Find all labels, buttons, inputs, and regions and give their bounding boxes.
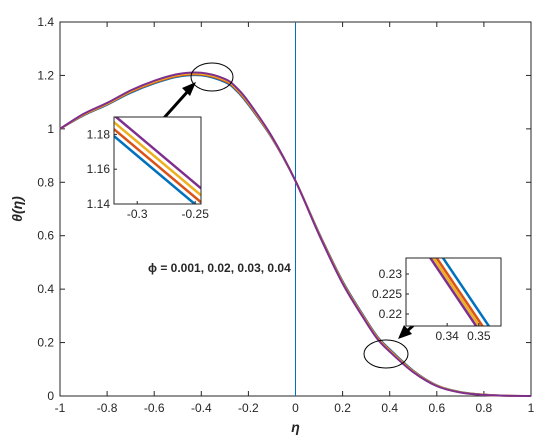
x-axis-label: η bbox=[291, 419, 300, 435]
x-tick-label: 0.4 bbox=[381, 401, 398, 415]
inset-series-line-2 bbox=[435, 258, 484, 326]
inset-x-tick-label: -0.25 bbox=[182, 207, 210, 221]
inset-y-tick-label: 1.14 bbox=[87, 197, 111, 211]
y-tick-label: 0.6 bbox=[37, 229, 54, 243]
x-tick-label: -0.4 bbox=[191, 401, 212, 415]
phi-annotation: ϕ = 0.001, 0.02, 0.03, 0.04 bbox=[148, 261, 291, 275]
inset-frame bbox=[113, 116, 202, 205]
x-tick-label: -1 bbox=[55, 401, 66, 415]
inset-series-line-4 bbox=[428, 258, 478, 326]
x-tick-label: -0.8 bbox=[97, 401, 118, 415]
inset-y-tick-label: 0.23 bbox=[379, 267, 403, 281]
y-tick-label: 1 bbox=[47, 122, 54, 136]
y-tick-label: 0.4 bbox=[37, 282, 54, 296]
inset-series-line-3 bbox=[114, 121, 201, 197]
zoom-ellipse-tail bbox=[363, 339, 409, 369]
inset-peak: -0.3 -0.25 1.14 1.16 1.18 bbox=[87, 116, 210, 221]
inset-x-tick-label: 0.35 bbox=[467, 329, 491, 343]
zoom-ellipse-peak bbox=[190, 62, 234, 92]
inset-series-line-1 bbox=[114, 135, 197, 204]
inset-y-tick-label: 1.16 bbox=[87, 162, 111, 176]
y-tick-label: 1.4 bbox=[37, 15, 54, 29]
inset-series-line-3 bbox=[432, 258, 481, 326]
inset-x-tick-label: 0.34 bbox=[435, 329, 459, 343]
x-tick-label: 0.8 bbox=[476, 401, 493, 415]
series-group bbox=[59, 71, 532, 397]
x-tick-label: 1 bbox=[528, 401, 535, 415]
x-tick-label: 0.2 bbox=[334, 401, 351, 415]
y-tick-label: 1.2 bbox=[37, 68, 54, 82]
inset-series-line-1 bbox=[441, 258, 491, 326]
inset-tail: 0.34 0.35 0.22 0.225 0.23 bbox=[372, 257, 502, 343]
inset-y-tick-label: 0.22 bbox=[379, 307, 403, 321]
x-tick-label: 0.6 bbox=[428, 401, 445, 415]
inset-y-tick-label: 0.225 bbox=[372, 287, 402, 301]
inset-series-line-2 bbox=[114, 128, 201, 204]
inset-x-tick-label: -0.3 bbox=[127, 207, 148, 221]
inset-y-tick-label: 1.18 bbox=[87, 127, 111, 141]
x-tick-label: 0 bbox=[292, 401, 299, 415]
x-tick-label: -0.2 bbox=[238, 401, 259, 415]
x-tick-label: -0.6 bbox=[144, 401, 165, 415]
y-tick-label: 0 bbox=[47, 389, 54, 403]
y-axis-label: θ(η) bbox=[9, 196, 25, 222]
inset-frame bbox=[405, 257, 502, 327]
inset-series-line-4 bbox=[114, 117, 201, 190]
y-tick-label: 0.2 bbox=[37, 336, 54, 350]
series-line-4 bbox=[59, 71, 532, 397]
y-tick-label: 0.8 bbox=[37, 175, 54, 189]
